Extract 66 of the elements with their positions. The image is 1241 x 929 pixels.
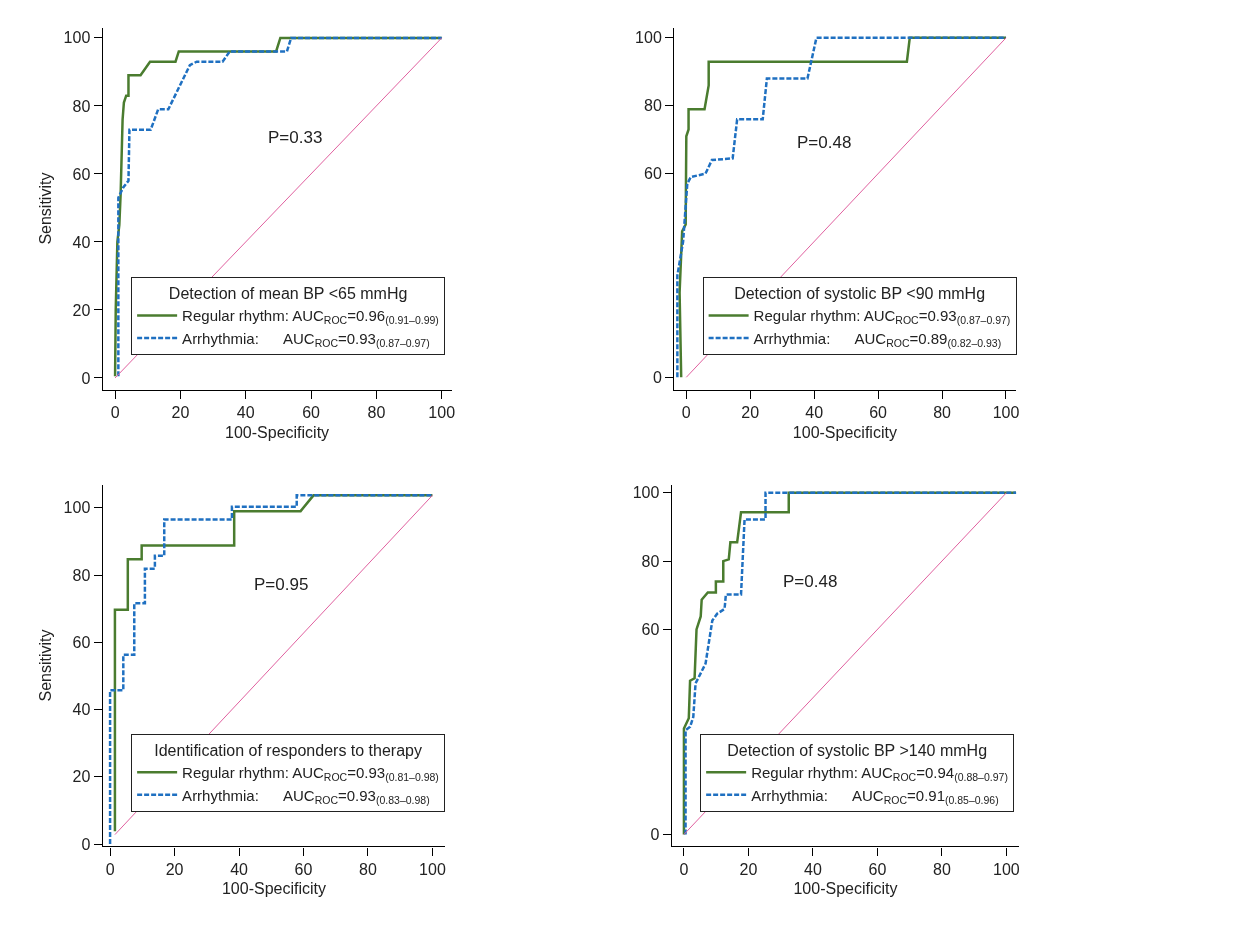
- x-tick-label: 0: [681, 403, 691, 421]
- legend-label: Regular rhythm: AUC$_{ROC}$=0.96$_{(0.91–0.99)}$: [182, 307, 439, 327]
- annotation: P=0.33: [268, 128, 323, 147]
- x-tick-label: 20: [739, 860, 758, 878]
- y-tick-label: 60: [72, 633, 91, 651]
- x-tick-label: 60: [302, 403, 321, 421]
- x-tick-label: 100: [992, 403, 1020, 421]
- y-tick-label: 0: [650, 826, 660, 844]
- x-tick-label: 100: [428, 403, 456, 421]
- x-axis-title: 100-Specificity: [221, 880, 327, 898]
- y-axis-title: Sensitivity: [36, 172, 54, 245]
- x-tick-label: 40: [805, 403, 824, 421]
- x-tick-label: 60: [294, 860, 313, 878]
- x-tick-label: 80: [359, 860, 377, 878]
- x-tick-label: 60: [868, 860, 887, 878]
- y-tick-label: 100: [632, 484, 660, 502]
- x-tick-label: 0: [679, 860, 689, 878]
- y-tick-label: 100: [635, 29, 662, 47]
- x-tick-label: 20: [165, 860, 184, 878]
- y-tick-label: 80: [72, 97, 91, 115]
- x-tick-label: 40: [804, 860, 822, 878]
- annotation: P=0.48: [797, 133, 852, 152]
- y-tick-label: 80: [641, 552, 660, 570]
- y-tick-label: 80: [72, 566, 91, 584]
- legend-label: Regular rhythm: AUC$_{ROC}$=0.93$_{(0.87–0.97)}$: [753, 307, 1011, 327]
- x-axis-title: 100-Specificity: [225, 423, 330, 441]
- y-tick-label: 20: [72, 301, 91, 319]
- legend-title: Detection of systolic BP >140 mmHg: [727, 742, 988, 760]
- legend-title: Detection of systolic BP <90 mmHg: [734, 285, 986, 303]
- y-tick-label: 100: [63, 499, 91, 517]
- legend-label: Arrhythmia: AUC$_{ROC}$=0.89$_{(0.82–0.93)}$: [753, 329, 1002, 349]
- x-axis-title: 100-Specificity: [793, 880, 898, 898]
- x-tick-label: 0: [105, 860, 115, 878]
- y-tick-label: 20: [72, 768, 91, 786]
- legend-title: Identification of responders to therapy: [154, 742, 422, 760]
- y-tick-label: 0: [652, 368, 662, 386]
- x-axis-title: 100-Specificity: [792, 423, 897, 441]
- legend-label: Regular rhythm: AUC$_{ROC}$=0.94$_{(0.88–0.97)}$: [751, 764, 1008, 784]
- y-tick-label: 40: [72, 233, 91, 251]
- y-tick-label: 80: [644, 97, 662, 115]
- legend-title: Detection of mean BP <65 mmHg: [168, 285, 408, 303]
- y-tick-label: 60: [641, 621, 660, 639]
- x-tick-label: 80: [933, 860, 951, 878]
- annotation: P=0.95: [254, 575, 309, 594]
- x-tick-label: 20: [741, 403, 760, 421]
- y-tick-label: 60: [72, 165, 91, 183]
- x-tick-label: 60: [869, 403, 888, 421]
- y-tick-label: 40: [72, 701, 91, 719]
- legend-label: Arrhythmia: AUC$_{ROC}$=0.93$_{(0.87–0.97)}$: [182, 329, 430, 349]
- x-tick-label: 40: [230, 860, 249, 878]
- legend-label: Arrhythmia: AUC$_{ROC}$=0.91$_{(0.85–0.96)}$: [751, 786, 999, 806]
- x-tick-label: 40: [236, 403, 255, 421]
- legend-label: Arrhythmia: AUC$_{ROC}$=0.93$_{(0.83–0.98)}$: [182, 786, 430, 806]
- x-tick-label: 80: [933, 403, 952, 421]
- x-tick-label: 80: [367, 403, 386, 421]
- annotation: P=0.48: [783, 572, 838, 591]
- y-axis-title: Sensitivity: [36, 629, 54, 702]
- y-tick-label: 0: [81, 835, 91, 853]
- y-tick-label: 100: [63, 29, 91, 47]
- legend-label: Regular rhythm: AUC$_{ROC}$=0.93$_{(0.81–0.98)}$: [182, 764, 439, 784]
- y-tick-label: 0: [81, 369, 91, 387]
- x-tick-label: 100: [993, 860, 1020, 878]
- y-tick-label: 60: [644, 165, 662, 183]
- x-tick-label: 20: [171, 403, 190, 421]
- x-tick-label: 100: [419, 860, 446, 878]
- x-tick-label: 0: [110, 403, 120, 421]
